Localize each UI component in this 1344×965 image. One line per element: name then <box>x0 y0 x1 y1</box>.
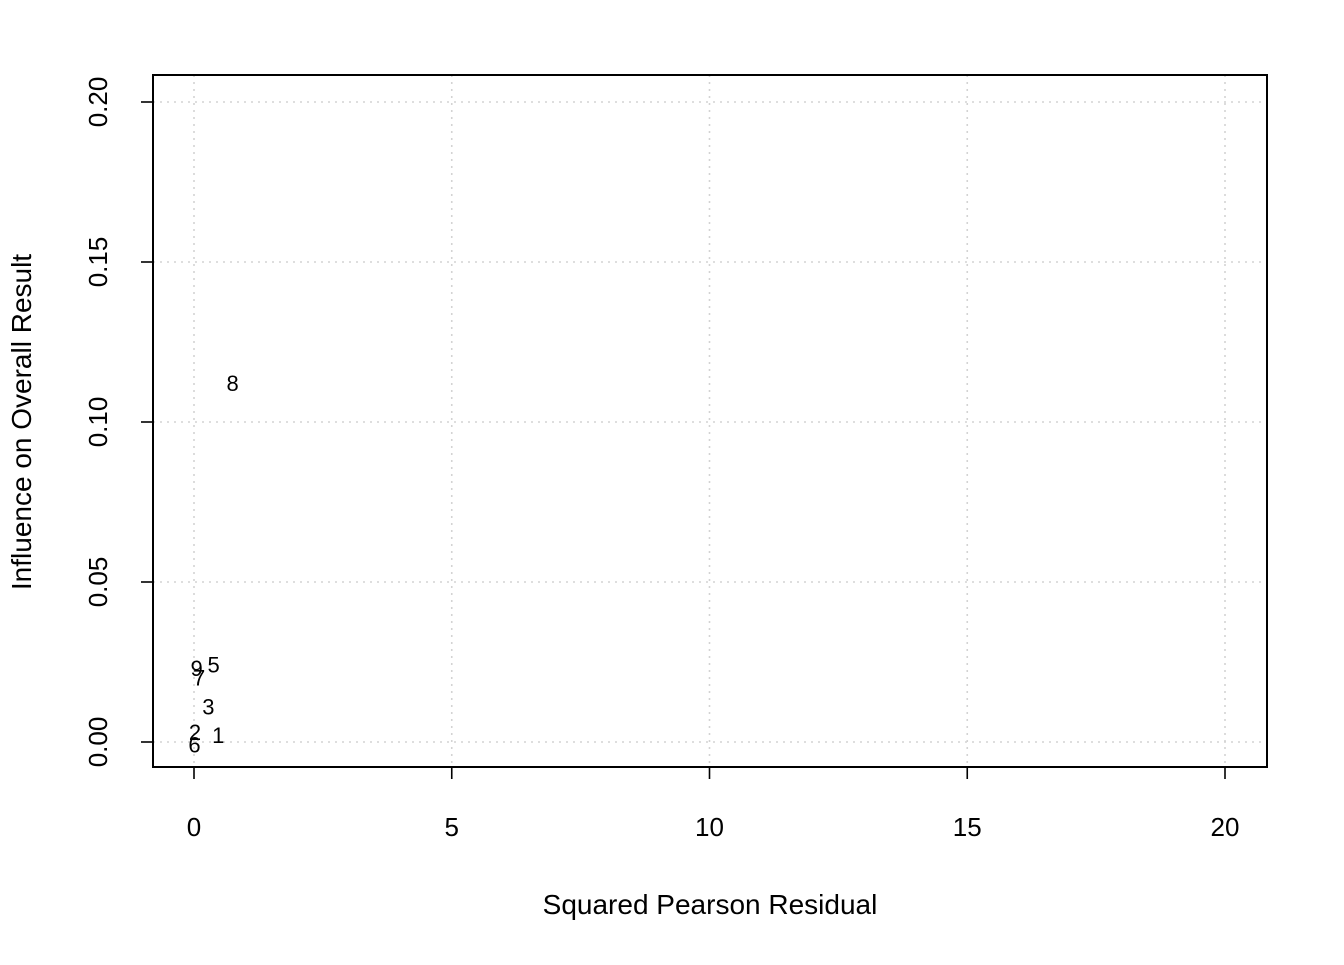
y-tick-label: 0.05 <box>83 557 113 608</box>
y-tick-label: 0.00 <box>83 717 113 768</box>
y-axis-title: Influence on Overall Result <box>6 254 37 590</box>
x-tick-label: 20 <box>1211 812 1240 842</box>
axes: 0 5 10 15 200.000.050.100.150.20 <box>83 77 1239 842</box>
data-point-label: 5 <box>207 653 219 678</box>
data-point-label: 9 <box>190 656 202 681</box>
y-tick-label: 0.20 <box>83 77 113 128</box>
data-point-label: 8 <box>227 371 239 396</box>
data-point-label: 6 <box>188 733 200 758</box>
plot-area-border <box>152 74 1268 768</box>
grid <box>153 75 1267 767</box>
data-point-label: 1 <box>212 723 224 748</box>
x-tick-label: 5 <box>445 812 459 842</box>
data-point-label: 2 <box>189 720 201 745</box>
y-tick-label: 0.15 <box>83 237 113 288</box>
data-point-label: 3 <box>202 694 214 719</box>
x-tick-label: 15 <box>953 812 982 842</box>
y-tick-label: 0.10 <box>83 397 113 448</box>
data-point-label: 7 <box>193 666 205 691</box>
x-tick-label: 0 <box>187 812 201 842</box>
x-axis-title: Squared Pearson Residual <box>543 889 878 920</box>
x-tick-label: 10 <box>695 812 724 842</box>
data-points: 123 5 6 7 8 9 <box>188 371 238 758</box>
